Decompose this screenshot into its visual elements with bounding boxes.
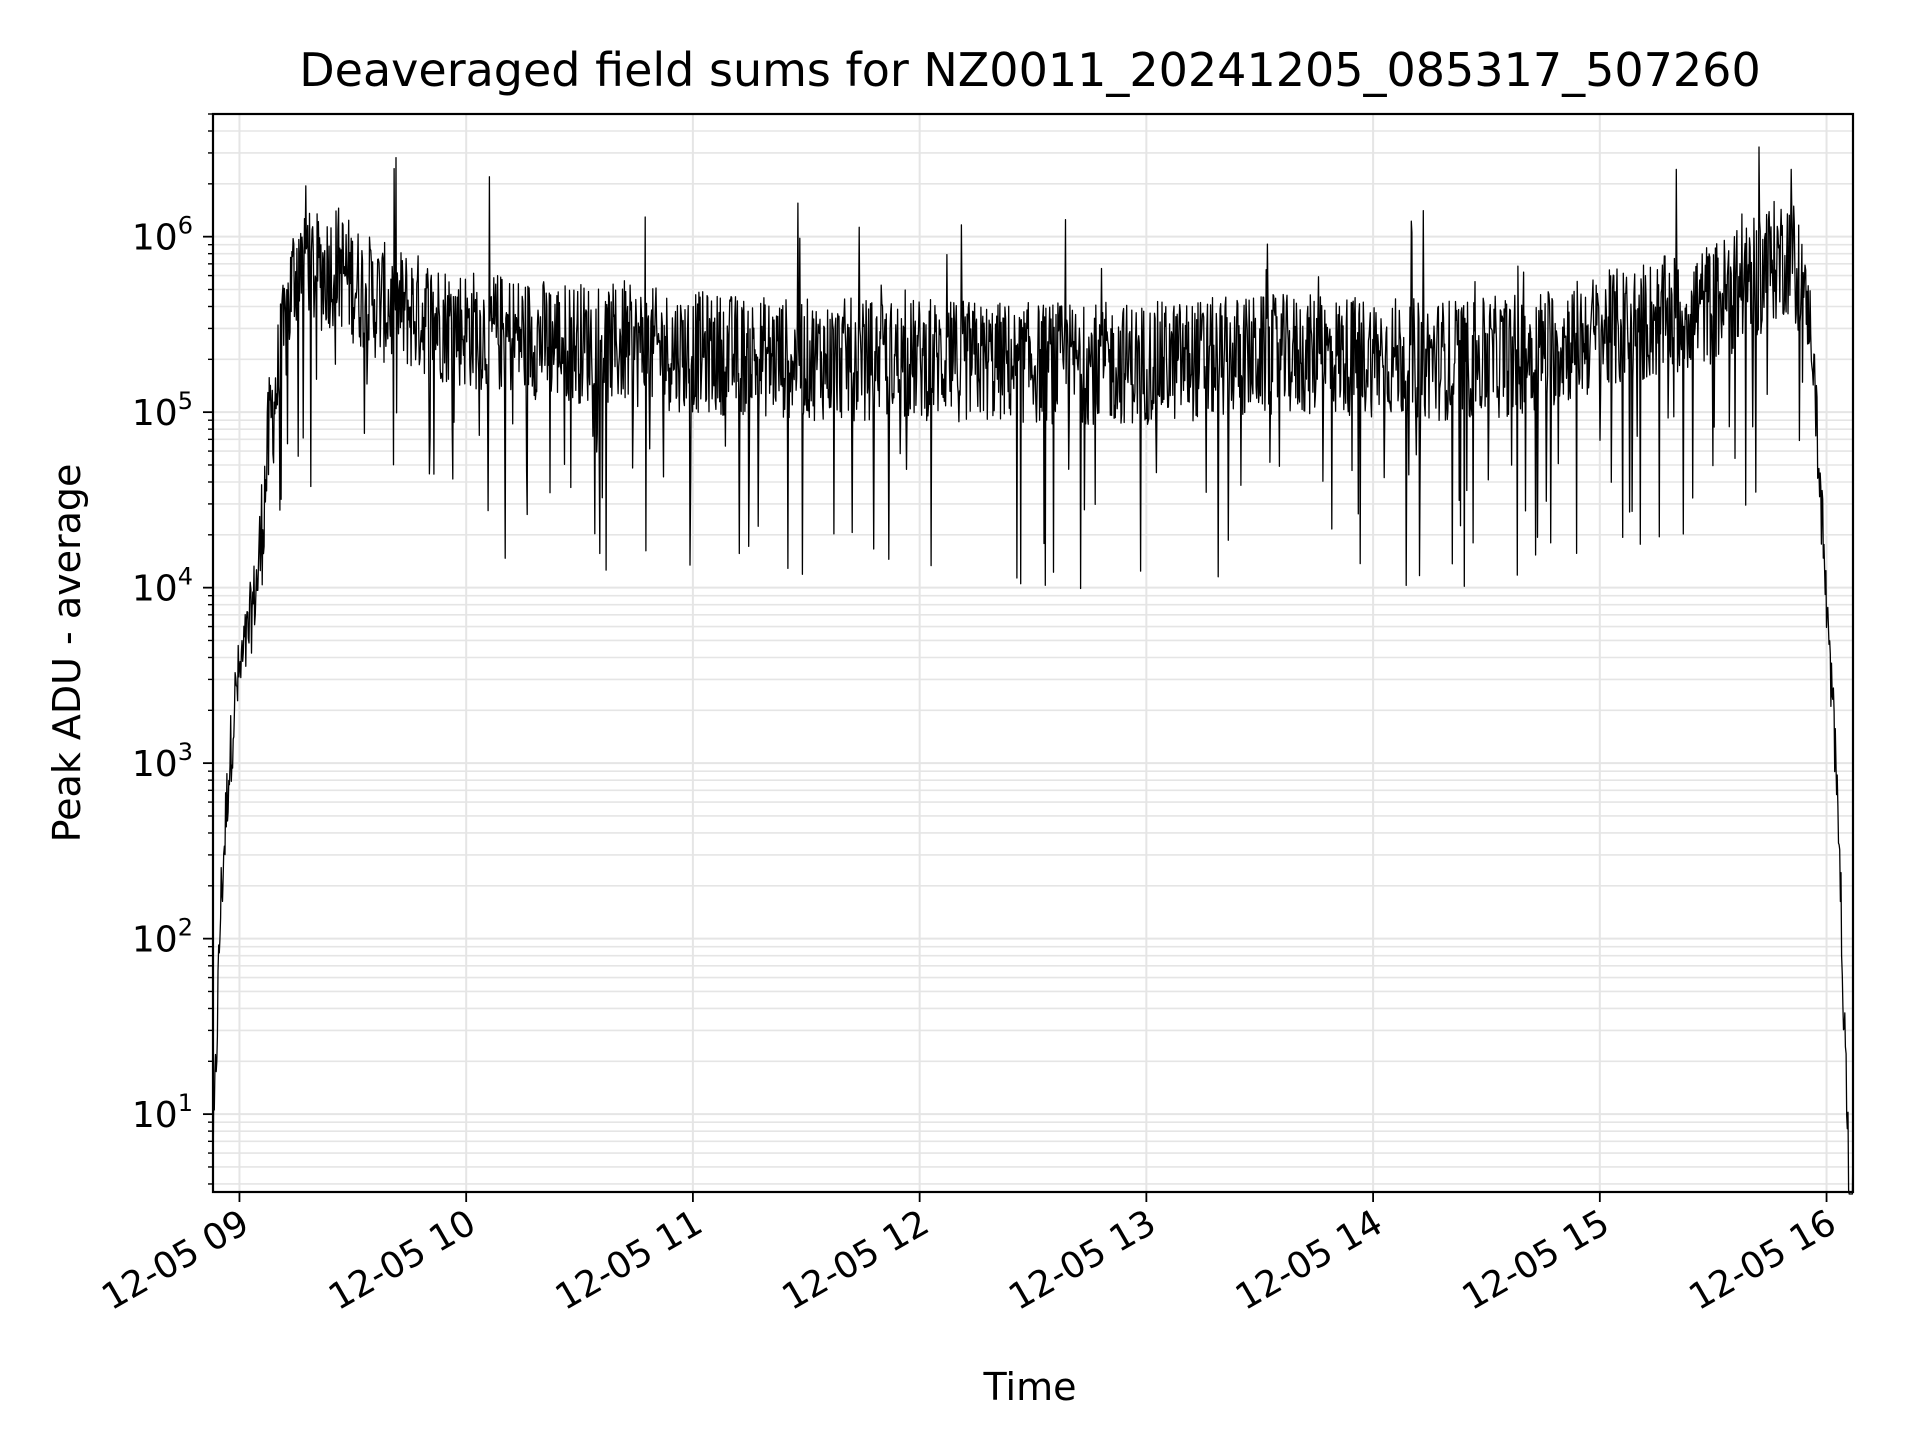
- x-tick-label: 12-05 14: [1229, 1202, 1390, 1318]
- x-tick-label: 12-05 16: [1682, 1202, 1843, 1318]
- y-axis-label: Peak ADU - average: [45, 464, 89, 843]
- y-tick-label: 104: [132, 563, 193, 610]
- y-tick-label: 101: [132, 1089, 193, 1136]
- x-tick-label: 12-05 10: [322, 1202, 483, 1318]
- x-axis-label: Time: [983, 1365, 1077, 1409]
- chart-title: Deaveraged field sums for NZ0011_2024120…: [299, 43, 1760, 97]
- grid: [213, 113, 1853, 1192]
- x-tick-label: 12-05 09: [95, 1202, 256, 1318]
- x-tick-label: 12-05 15: [1456, 1202, 1617, 1318]
- series-line: [212, 146, 1854, 1195]
- x-tick-label: 12-05 13: [1002, 1202, 1163, 1318]
- plot-frame: [211, 112, 1855, 1194]
- y-tick-label: 106: [132, 212, 193, 259]
- y-tick-label: 102: [132, 914, 193, 961]
- x-tick-label: 12-05 12: [775, 1202, 936, 1318]
- y-tick-label: 105: [132, 387, 193, 434]
- y-tick-label: 103: [132, 738, 193, 785]
- data-series: [212, 146, 1854, 1195]
- x-tick-label: 12-05 11: [549, 1202, 710, 1318]
